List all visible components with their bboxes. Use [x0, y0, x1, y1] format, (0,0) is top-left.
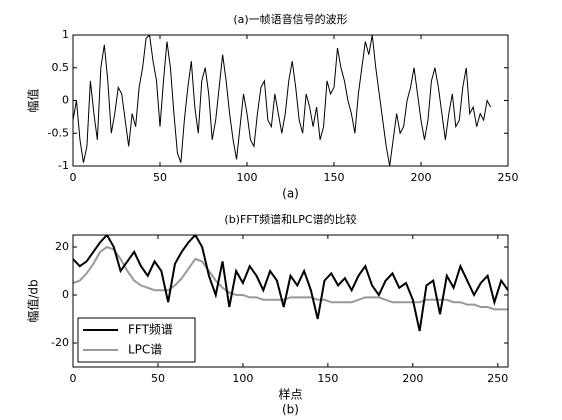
y-tick-label: 1	[62, 28, 69, 41]
axes-box	[72, 234, 509, 368]
x-tick-label: 150	[317, 372, 338, 385]
axes-box	[72, 34, 509, 167]
y-tick-label: 20	[55, 240, 69, 253]
x-tick-label: 200	[402, 372, 423, 385]
caption: (b)	[282, 403, 299, 417]
data-line	[73, 35, 492, 166]
x-axis-label: 样点	[278, 387, 302, 402]
x-tick-label: 0	[70, 171, 77, 184]
data-line	[73, 235, 508, 332]
y-tick-label: -1	[58, 159, 69, 172]
legend-box	[77, 317, 196, 363]
chart-title: (a)一帧语音信号的波形	[233, 12, 347, 26]
x-tick-label: 50	[153, 171, 167, 184]
x-tick-label: 250	[498, 171, 519, 184]
x-tick-label: 250	[487, 372, 508, 385]
x-axis-label: (a)	[282, 187, 299, 201]
x-tick-label: 200	[411, 171, 432, 184]
data-line	[73, 245, 508, 311]
y-tick-label: 0.5	[52, 61, 70, 74]
x-tick-label: 100	[237, 171, 258, 184]
y-tick-label: -0.5	[48, 126, 69, 139]
y-tick-label: 0	[62, 288, 69, 301]
x-tick-label: 150	[324, 171, 345, 184]
x-tick-label: 100	[232, 372, 253, 385]
x-tick-label: 50	[151, 372, 165, 385]
legend-label: FFT频谱	[128, 323, 173, 337]
chart-title: (b)FFT频谱和LPC谱的比较	[224, 212, 356, 226]
y-axis-label: 幅值/db	[26, 279, 41, 322]
y-axis-label: 幅值	[26, 88, 41, 112]
y-tick-label: -20	[51, 336, 69, 349]
x-tick-label: 0	[70, 372, 77, 385]
legend-label: LPC谱	[128, 343, 162, 357]
y-tick-label: 0	[62, 94, 69, 107]
